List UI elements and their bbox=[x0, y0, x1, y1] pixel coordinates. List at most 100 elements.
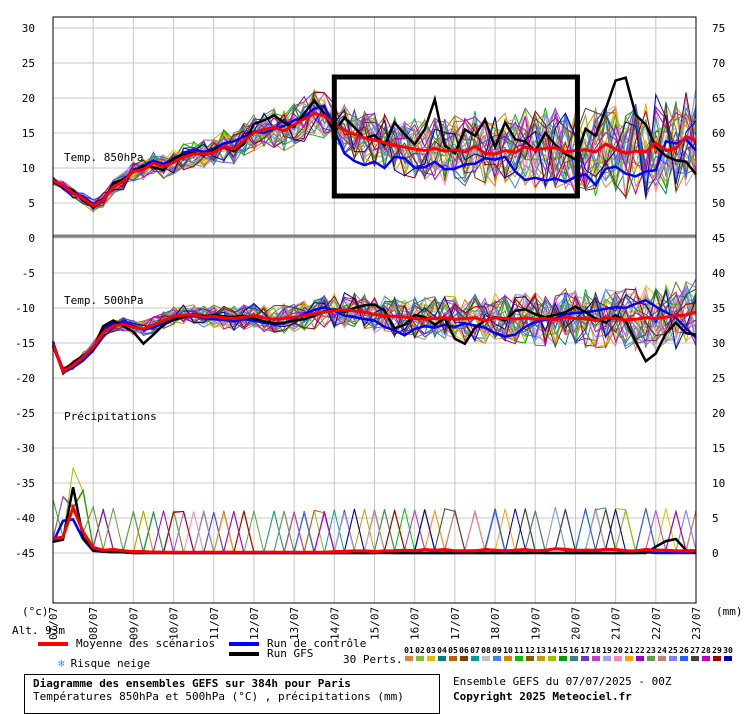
perturbation-label: 03 bbox=[426, 646, 436, 655]
perturbation-swatch bbox=[669, 656, 677, 661]
perturbation-label: 26 bbox=[679, 646, 689, 655]
legend-mean-swatch bbox=[38, 642, 68, 646]
right-tick-label: 30 bbox=[712, 337, 725, 350]
date-label: 22/07 bbox=[650, 607, 663, 640]
perturbation-label: 27 bbox=[690, 646, 700, 655]
perturbation-label: 29 bbox=[712, 646, 722, 655]
axes bbox=[52, 16, 697, 604]
series-line bbox=[51, 308, 697, 374]
series-line bbox=[51, 298, 697, 375]
left-tick-label: -35 bbox=[15, 477, 35, 490]
perturbation-swatch bbox=[515, 656, 523, 661]
right-unit-label: (mm) bbox=[716, 605, 743, 618]
date-label: 20/07 bbox=[569, 607, 582, 640]
right-tick-label: 45 bbox=[712, 232, 725, 245]
series-line bbox=[52, 111, 697, 208]
perturbation-swatch bbox=[702, 656, 710, 661]
series-line bbox=[52, 503, 696, 554]
series-line bbox=[51, 303, 697, 372]
left-tick-label: 0 bbox=[28, 232, 35, 245]
perturbation-label: 22 bbox=[635, 646, 645, 655]
left-tick-label: 15 bbox=[22, 127, 35, 140]
perturbation-label: 06 bbox=[459, 646, 469, 655]
altitude-label: Alt. 93m bbox=[12, 624, 65, 637]
perturbation-label: 16 bbox=[569, 646, 579, 655]
perturbation-swatch bbox=[559, 656, 567, 661]
right-tick-label: 75 bbox=[712, 22, 725, 35]
date-label: 14/07 bbox=[328, 607, 341, 640]
perturbation-line bbox=[52, 109, 697, 206]
perturbation-label: 15 bbox=[558, 646, 568, 655]
right-tick-label: 50 bbox=[712, 197, 725, 210]
series-line bbox=[52, 76, 697, 208]
main-series-lines bbox=[51, 76, 697, 555]
perturbation-label: 08 bbox=[481, 646, 491, 655]
snowflake-icon: ❄ bbox=[58, 657, 65, 670]
perturbation-swatch bbox=[493, 656, 501, 661]
legend-perts: 30 Perts. bbox=[343, 653, 403, 666]
legend-mean: Moyenne des scénarios bbox=[38, 637, 215, 650]
perturbation-swatch bbox=[680, 656, 688, 661]
date-label: 07/07 bbox=[47, 607, 60, 640]
perturbation-line bbox=[52, 291, 697, 368]
series-line bbox=[52, 104, 697, 206]
date-label: 12/07 bbox=[248, 607, 261, 640]
left-tick-label: -15 bbox=[15, 337, 35, 350]
perturbation-label: 12 bbox=[525, 646, 535, 655]
right-tick-label: 20 bbox=[712, 407, 725, 420]
perturbation-swatch bbox=[658, 656, 666, 661]
perturbation-label: 25 bbox=[668, 646, 678, 655]
title-box: Diagramme des ensembles GEFS sur 384h po… bbox=[24, 674, 440, 714]
panel-label: Temp. 500hPa bbox=[64, 294, 143, 307]
date-label: 11/07 bbox=[208, 607, 221, 640]
perturbation-label: 04 bbox=[437, 646, 447, 655]
panel-label: Précipitations bbox=[64, 410, 157, 423]
perturbation-line bbox=[52, 88, 697, 208]
perturbation-label: 30 bbox=[723, 646, 733, 655]
date-label: 21/07 bbox=[610, 607, 623, 640]
left-tick-label: -10 bbox=[15, 302, 35, 315]
left-tick-label: -30 bbox=[15, 442, 35, 455]
left-tick-label: 20 bbox=[22, 92, 35, 105]
date-label: 10/07 bbox=[168, 607, 181, 640]
perturbation-label: 20 bbox=[613, 646, 623, 655]
right-tick-label: 15 bbox=[712, 442, 725, 455]
right-tick-label: 60 bbox=[712, 127, 725, 140]
perturbation-label: 19 bbox=[602, 646, 612, 655]
left-unit-label: (°c) bbox=[22, 605, 49, 618]
right-tick-label: 40 bbox=[712, 267, 725, 280]
perturbation-swatch bbox=[724, 656, 732, 661]
perturbation-swatch bbox=[438, 656, 446, 661]
perturbation-label: 28 bbox=[701, 646, 711, 655]
perturbation-swatch bbox=[482, 656, 490, 661]
right-tick-label: 70 bbox=[712, 57, 725, 70]
perturbation-label: 02 bbox=[415, 646, 425, 655]
perturbation-swatch bbox=[636, 656, 644, 661]
perturbation-line bbox=[52, 94, 697, 208]
left-tick-label: 5 bbox=[28, 197, 35, 210]
perturbation-label: 14 bbox=[547, 646, 557, 655]
right-tick-label: 65 bbox=[712, 92, 725, 105]
perturbation-label: 21 bbox=[624, 646, 634, 655]
right-tick-label: 0 bbox=[712, 547, 719, 560]
perturbation-swatch bbox=[471, 656, 479, 661]
perturbation-swatch bbox=[647, 656, 655, 661]
left-tick-label: 10 bbox=[22, 162, 35, 175]
legend-mean-label: Moyenne des scénarios bbox=[76, 637, 216, 650]
legend-control: Run de contrôle bbox=[229, 637, 366, 650]
date-label: 09/07 bbox=[127, 607, 140, 640]
chart-title: Diagramme des ensembles GEFS sur 384h po… bbox=[33, 677, 351, 690]
perturbation-swatch bbox=[405, 656, 413, 661]
legend-snow: ❄ Risque neige bbox=[58, 657, 150, 670]
copyright: Copyright 2025 Meteociel.fr bbox=[453, 690, 632, 703]
left-tick-label: -45 bbox=[15, 547, 35, 560]
perturbation-label: 17 bbox=[580, 646, 590, 655]
perturbation-swatch bbox=[592, 656, 600, 661]
perturbation-label: 24 bbox=[657, 646, 667, 655]
perturbation-label: 07 bbox=[470, 646, 480, 655]
perturbation-swatch bbox=[526, 656, 534, 661]
legend-snow-label: Risque neige bbox=[70, 657, 151, 670]
date-label: 23/07 bbox=[690, 607, 703, 640]
legend-control-swatch bbox=[229, 642, 259, 646]
